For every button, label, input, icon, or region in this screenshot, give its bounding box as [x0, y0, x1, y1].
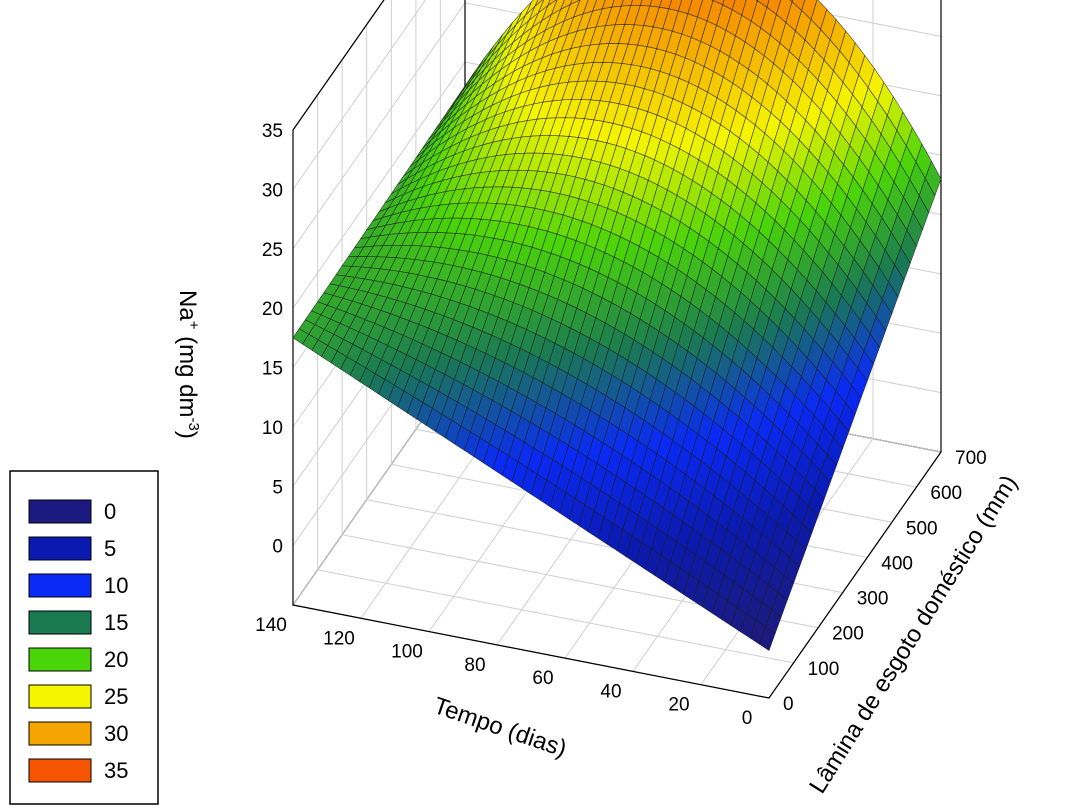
x-tick-label: 100 [391, 642, 423, 663]
z-axis-title: Na+ (mg dm-3) [174, 290, 202, 439]
z-tick-label: 5 [272, 477, 283, 498]
y-tick-label: 100 [808, 659, 840, 680]
x-tick-label: 40 [600, 681, 621, 702]
legend-label: 0 [104, 499, 116, 524]
z-tick-label: 0 [272, 537, 283, 558]
grid-line-lamina [341, 59, 819, 629]
z-tick-label: 15 [262, 359, 283, 380]
legend-swatch [28, 758, 92, 783]
z-axis-title-sup2: -3 [185, 417, 202, 430]
legend-swatch [28, 610, 92, 635]
legend-swatch [28, 499, 92, 524]
y-tick-label: 0 [783, 694, 794, 715]
legend-swatch [28, 647, 92, 672]
legend-label: 25 [104, 684, 128, 709]
z-axis-title-end: ) [174, 431, 201, 439]
x-tick-label: 80 [464, 655, 485, 676]
axis-ticks: 0204060801001201400100200300400500600700… [255, 121, 987, 729]
x-tick-label: 120 [323, 628, 355, 649]
axis-edge [292, 451, 942, 699]
legend: 0 5 10 15 20 25 30 35 [9, 470, 159, 805]
legend-box [9, 470, 159, 805]
x-tick-label: 20 [668, 695, 689, 716]
legend-swatch [28, 684, 92, 709]
z-axis-title-sup1: + [185, 321, 202, 330]
y-tick-label: 200 [832, 624, 864, 645]
z-tick-label: 30 [262, 180, 283, 201]
z-tick-label: 10 [262, 418, 283, 439]
y-tick-label: 300 [857, 589, 889, 610]
y-tick-label: 700 [955, 448, 987, 469]
legend-label: 5 [104, 536, 116, 561]
grid-line-lamina [317, 94, 794, 664]
y-tick-label: 500 [906, 518, 938, 539]
x-axis-title: Tempo (dias) [430, 692, 570, 763]
legend-swatch [28, 721, 92, 746]
x-tick-label: 140 [255, 615, 287, 636]
legend-label: 35 [104, 758, 128, 783]
x-tick-label: 0 [742, 708, 753, 729]
y-tick-label: 600 [930, 483, 962, 504]
z-tick-label: 25 [262, 240, 283, 261]
legend-label: 30 [104, 721, 128, 746]
surface-plot [292, 0, 942, 651]
z-axis-title-main: Na [174, 290, 201, 321]
surface-patch [759, 626, 776, 651]
z-tick-label: 35 [262, 121, 283, 142]
y-tick-label: 400 [881, 553, 913, 574]
legend-label: 10 [104, 573, 128, 598]
legend-swatch [28, 536, 92, 561]
z-axis-title-mid: (mg dm [174, 329, 201, 417]
legend-swatch [28, 573, 92, 598]
x-tick-label: 60 [532, 668, 553, 689]
legend-label: 20 [104, 647, 128, 672]
axis-edge [292, 0, 385, 131]
legend-label: 15 [104, 610, 128, 635]
z-tick-label: 20 [262, 299, 283, 320]
